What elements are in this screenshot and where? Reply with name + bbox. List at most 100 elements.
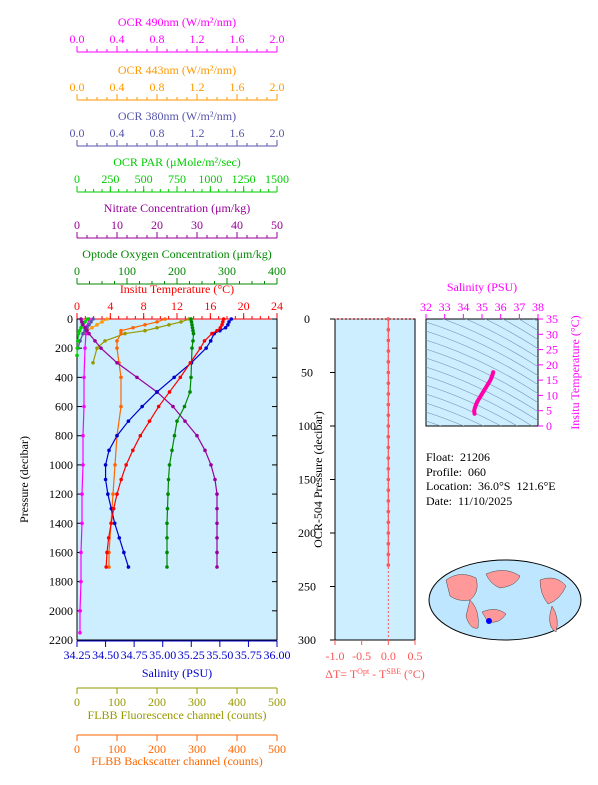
fluor-data-point: [103, 339, 107, 343]
oxygen-data-point: [189, 317, 193, 321]
fluor-data-point: [91, 360, 95, 365]
oxygen-tick-label: 100: [118, 264, 136, 278]
nitrate-data-point: [99, 346, 103, 350]
ts-density-contours: [426, 319, 538, 426]
temperature-data-point: [119, 477, 123, 482]
main-plot-area: [76, 318, 278, 641]
salinity-data-point: [172, 375, 176, 380]
ocr380-tick-label: 0.4: [110, 126, 125, 140]
nitrate-data-point: [215, 521, 219, 526]
ts-xtick-label: 37: [513, 300, 525, 314]
date-text: Date: 11/10/2025: [426, 493, 513, 508]
nitrate-data-point: [171, 404, 175, 409]
backscatter-tick-label: 0: [74, 742, 80, 756]
pressure-axis-label: Pressure (decibar): [17, 436, 31, 523]
ts-yaxis-label: Insitu Temperature (°C): [568, 315, 582, 429]
par-tick-label: 1250: [232, 172, 256, 186]
map-land: [549, 605, 558, 633]
map-land: [539, 577, 567, 605]
ocr490-tick-label: 1.6: [230, 32, 245, 46]
ocr380-tick-label: 0.8: [150, 126, 165, 140]
oxygen-data-point: [189, 375, 193, 380]
temperature-data-point: [156, 404, 161, 409]
ts-ytick-label: 25: [546, 343, 558, 357]
salinity-data-point: [226, 323, 230, 327]
salinity-tick-label: 34.75: [121, 648, 148, 662]
ocr490-tick-label: 1.2: [190, 32, 205, 46]
ocr443-tick-label: 0.8: [150, 80, 165, 94]
ts-xaxis-label: Salinity (PSU): [447, 280, 517, 294]
dt-data-point: [386, 424, 391, 428]
temperature-data-point: [221, 320, 225, 324]
backscatter-data-point: [113, 463, 117, 467]
par-data-point: [76, 339, 80, 343]
oxygen-data-point: [191, 328, 195, 333]
ts-xtick-label: 34: [457, 300, 469, 314]
dt-data-point: [386, 531, 391, 535]
ts-isopycnal: [442, 319, 538, 368]
ocr490-tick-label: 0.8: [150, 32, 165, 46]
nitrate-data-point: [87, 331, 91, 336]
pressure-tick-label: 0: [67, 312, 73, 326]
nitrate-data-point: [215, 536, 219, 540]
dt-data-point: [386, 370, 391, 375]
dt-data-point: [386, 467, 391, 471]
salinity-tick-label: 35.75: [235, 648, 262, 662]
nitrate-tick-label: 10: [111, 218, 123, 232]
dt-data-point: [386, 317, 391, 321]
ts-isopycnal: [426, 321, 538, 377]
salinity-data-point: [208, 339, 213, 343]
dt-data-point: [386, 477, 391, 482]
dt-ytick-label: 150: [298, 473, 316, 487]
ocr490-data-point: [82, 404, 86, 409]
dt-xtick-label: -0.5: [352, 649, 371, 663]
ts-isopycnal: [426, 420, 442, 426]
oxygen-data-point: [175, 419, 179, 423]
oxygen-data-point: [190, 346, 194, 350]
nitrate-data-point: [93, 339, 97, 343]
dt-data-point: [386, 520, 391, 525]
backscatter-data-point: [115, 339, 119, 343]
pressure-tick-label: 800: [55, 429, 73, 443]
backscatter-data-point: [119, 328, 123, 333]
backscatter-axis-label: FLBB Backscatter channel (counts): [91, 754, 263, 768]
dt-data-point: [386, 402, 391, 407]
salinity-tick-label: 34.50: [92, 648, 119, 662]
fluor-tick-label: 100: [108, 695, 126, 709]
ts-isopycnal: [426, 357, 538, 413]
oxygen-data-point: [191, 331, 196, 336]
nitrate-data-point: [83, 325, 87, 330]
temperature-data-point: [210, 331, 214, 336]
nitrate-data-point: [203, 448, 207, 453]
salinity-data-point: [218, 328, 222, 333]
dt-data-point: [386, 563, 391, 567]
salinity-tick-label: 36.00: [264, 648, 291, 662]
ocr490-data-point: [81, 463, 85, 467]
temperature-data-point: [218, 325, 223, 330]
par-tick-label: 1000: [198, 172, 222, 186]
dt-data-point: [386, 509, 391, 514]
nitrate-axis-label: Nitrate Concentration (μm/kg): [104, 201, 250, 215]
ocr380-tick-label: 1.6: [230, 126, 245, 140]
ts-plot-area: [425, 318, 539, 427]
ocr443-data-point: [105, 317, 109, 321]
ocr443-axis-label: OCR 443nm (W/m²/nm): [118, 63, 236, 77]
pressure-tick-label: 400: [55, 370, 73, 384]
fluor-tick-label: 0: [74, 695, 80, 709]
backscatter-tick-label: 400: [228, 742, 246, 756]
temperature-tick-label: 12: [171, 299, 183, 313]
dt-data-point: [386, 327, 391, 332]
temperature-data-point: [178, 375, 183, 380]
backscatter-data-point: [115, 346, 119, 350]
temperature-data-point: [221, 317, 226, 321]
dt-data-point: [386, 381, 391, 386]
fluor-tick-label: 300: [188, 695, 206, 709]
backscatter-tick-label: 300: [188, 742, 206, 756]
salinity-axis-label: Salinity (PSU): [142, 666, 212, 680]
salinity-data-point: [140, 404, 144, 409]
ts-ytick-label: 30: [546, 327, 558, 341]
backscatter-data-point: [119, 331, 123, 336]
float-location-marker: [486, 618, 492, 624]
par-data-point: [85, 317, 90, 321]
